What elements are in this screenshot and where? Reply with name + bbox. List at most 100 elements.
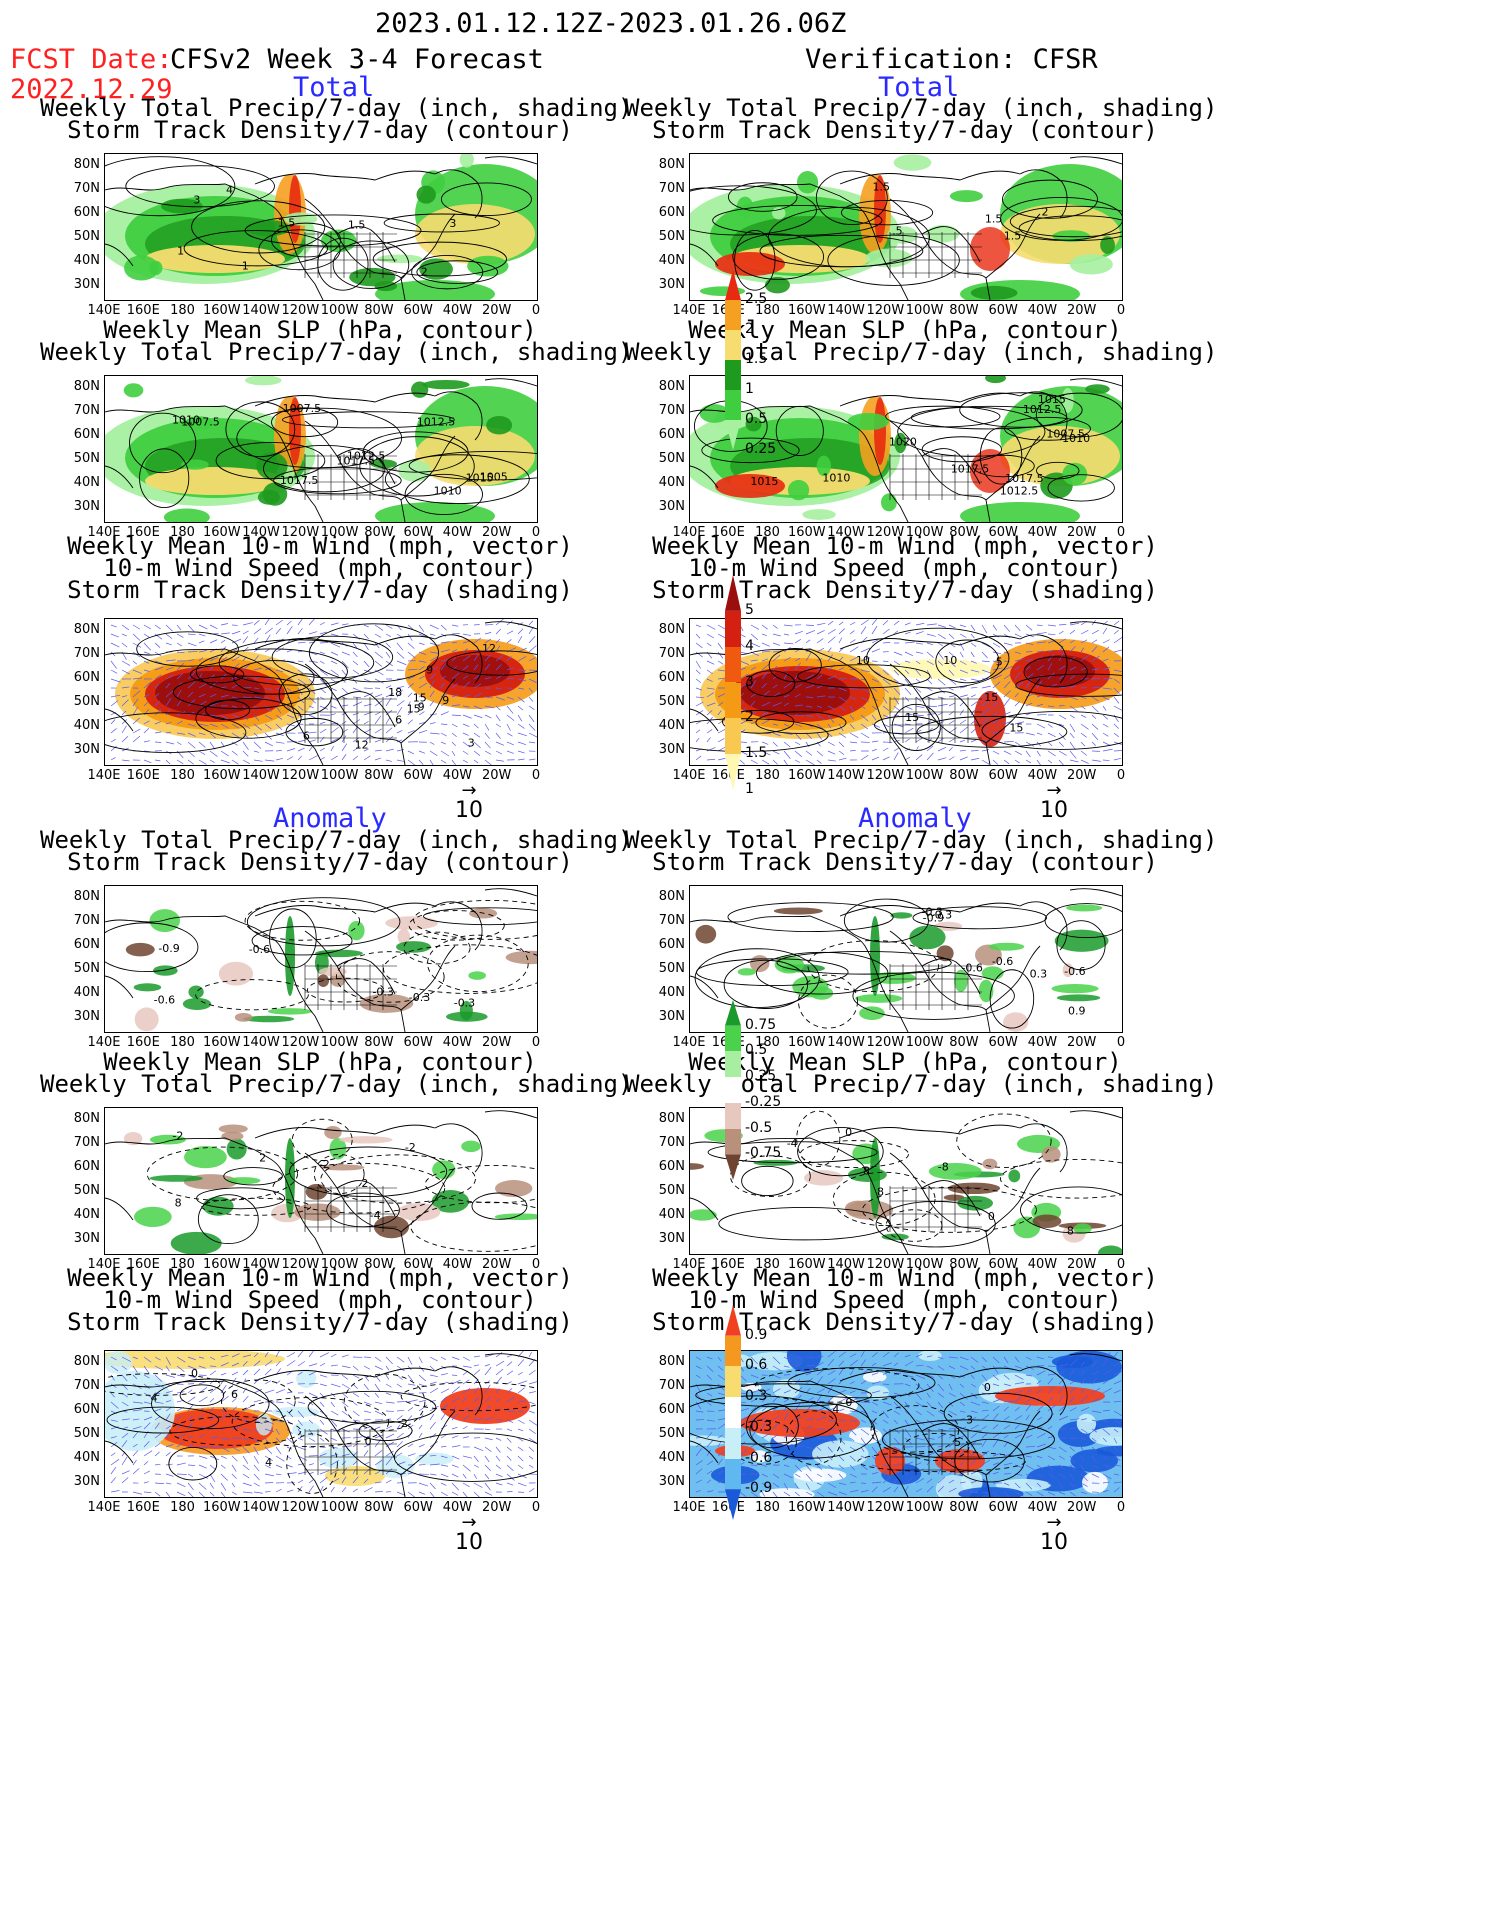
contour-label: 1010 [172,414,200,427]
contour-label: -8 [938,1160,949,1173]
contour-label: -0.6 [1064,965,1085,978]
latitude-label: 50N [73,229,100,244]
colorbar-swatch [725,575,741,611]
latitude-label: 70N [658,403,685,418]
contour-label: 1012.5 [1000,484,1038,497]
latitude-label: 80N [73,1354,100,1369]
contour-label: 6 [303,729,310,742]
panel-title-line: Weekly Mean 10-m Wind (mph, vector) [67,1264,573,1292]
latitude-label: 30N [658,1009,685,1024]
contour-label: 1.5 [348,219,366,232]
longitude-label: 20W [1067,1257,1097,1272]
shading-field [292,1421,321,1438]
contour-label: -0.3 [921,906,942,919]
longitude-label: 0 [1116,303,1126,318]
contour-label: 9 [442,694,449,707]
shading-field [149,1134,186,1145]
latitude-label: 70N [73,1378,100,1393]
contour-label: 15 [1009,721,1023,734]
longitude-label: 160W [202,1257,241,1272]
contour-label: 3 [449,217,456,230]
vector-reference-value: 10 [455,1530,483,1555]
longitude-label: 160E [126,1500,160,1515]
longitude-label: 40W [1027,768,1058,783]
longitude-label: 140E [672,768,706,783]
panel-title-line: Weekly Total Precip/7-day (inch, shading… [40,1070,633,1098]
contour-label: 4 [832,1403,839,1416]
contour-label: -4 [787,1137,798,1150]
colorbar-label: 0.75 [745,1016,777,1033]
longitude-label: 160E [711,1257,745,1272]
contour-label: -0.6 [961,962,982,975]
shading-field [985,376,1006,384]
shading-field [870,972,916,984]
shading-field [1073,1223,1092,1235]
shading-field [699,404,730,423]
colorbar-swatch [725,646,741,683]
colorbar-swatch [725,754,741,790]
latitude-label: 50N [658,1183,685,1198]
contour-label: 15 [413,691,427,704]
longitude-label: 140W [242,1500,280,1515]
shading-field [375,502,495,522]
shading-field [184,1146,227,1169]
contour-label: -2 [405,1141,416,1154]
longitude-label: 180 [170,303,195,318]
longitude-label: 160E [711,525,745,540]
shading-field [1056,994,1101,1002]
state-boundaries [889,697,982,743]
anomaly-label-left: Anomaly [273,803,387,834]
shading-field [218,1124,248,1134]
coastline [105,378,537,522]
panel-title-line: Storm Track Density/7-day (shading) [67,576,573,604]
shading-field [866,1385,890,1400]
contour-label: -2 [172,1129,183,1142]
contour-lines [690,170,1122,291]
panel-title-line: Weekly Mean SLP (hPa, contour) [103,316,537,344]
map-panel-fc-total-wind: 3 12 6 15 18 9 12 9 6 15 9 [104,618,538,766]
contour-label: 1020 [889,435,917,448]
contour-lines [694,898,1122,1029]
colorbar-label: 1 [745,781,754,797]
shading-field [163,508,210,522]
contour-lines [105,623,537,753]
shading-field [970,285,1018,300]
latitude-label: 50N [658,1426,685,1441]
longitude-label: 0 [1116,525,1126,540]
longitude-label: 20W [1067,768,1097,783]
colorbar-label: 0.9 [745,1326,768,1343]
longitude-label: 80W [364,525,394,540]
longitude-label: 160E [126,1035,160,1050]
contour-label: 0 [365,1435,372,1448]
shading-field [422,379,470,390]
latitude-label: 60N [73,205,100,220]
shading-field [928,1163,982,1180]
longitude-label: 120W [866,768,905,783]
shading-field [321,1164,365,1171]
longitude-label: 60W [403,525,433,540]
vector-reference-value: 10 [1040,1530,1068,1555]
latitude-label: 60N [73,1402,100,1417]
panel-title-line: Weekly Total Precip/7-day (inch, shading… [625,338,1218,366]
shading-field [690,1435,729,1447]
contour-label: 8 [175,1196,182,1209]
latitude-label: 80N [658,622,685,637]
colorbar-label: 0.25 [745,1068,777,1085]
shading-field [315,949,363,958]
longitude-label: 0 [531,1500,541,1515]
latitude-label: 40N [658,985,685,1000]
vector-reference-value: 10 [1040,798,1068,823]
latitude-label: 40N [73,475,100,490]
longitude-label: 180 [755,768,780,783]
shading-field [787,479,810,501]
longitude-label: 120W [866,1257,905,1272]
contour-label: 15 [984,691,998,704]
shading-field [375,280,495,300]
latitude-label: 70N [658,181,685,196]
shading-field [123,1131,143,1146]
shading-field [339,1136,393,1144]
contour-lines [693,392,1122,502]
shading-field [149,909,181,933]
latitude-label: 30N [658,1231,685,1246]
latitude-label: 70N [73,913,100,928]
